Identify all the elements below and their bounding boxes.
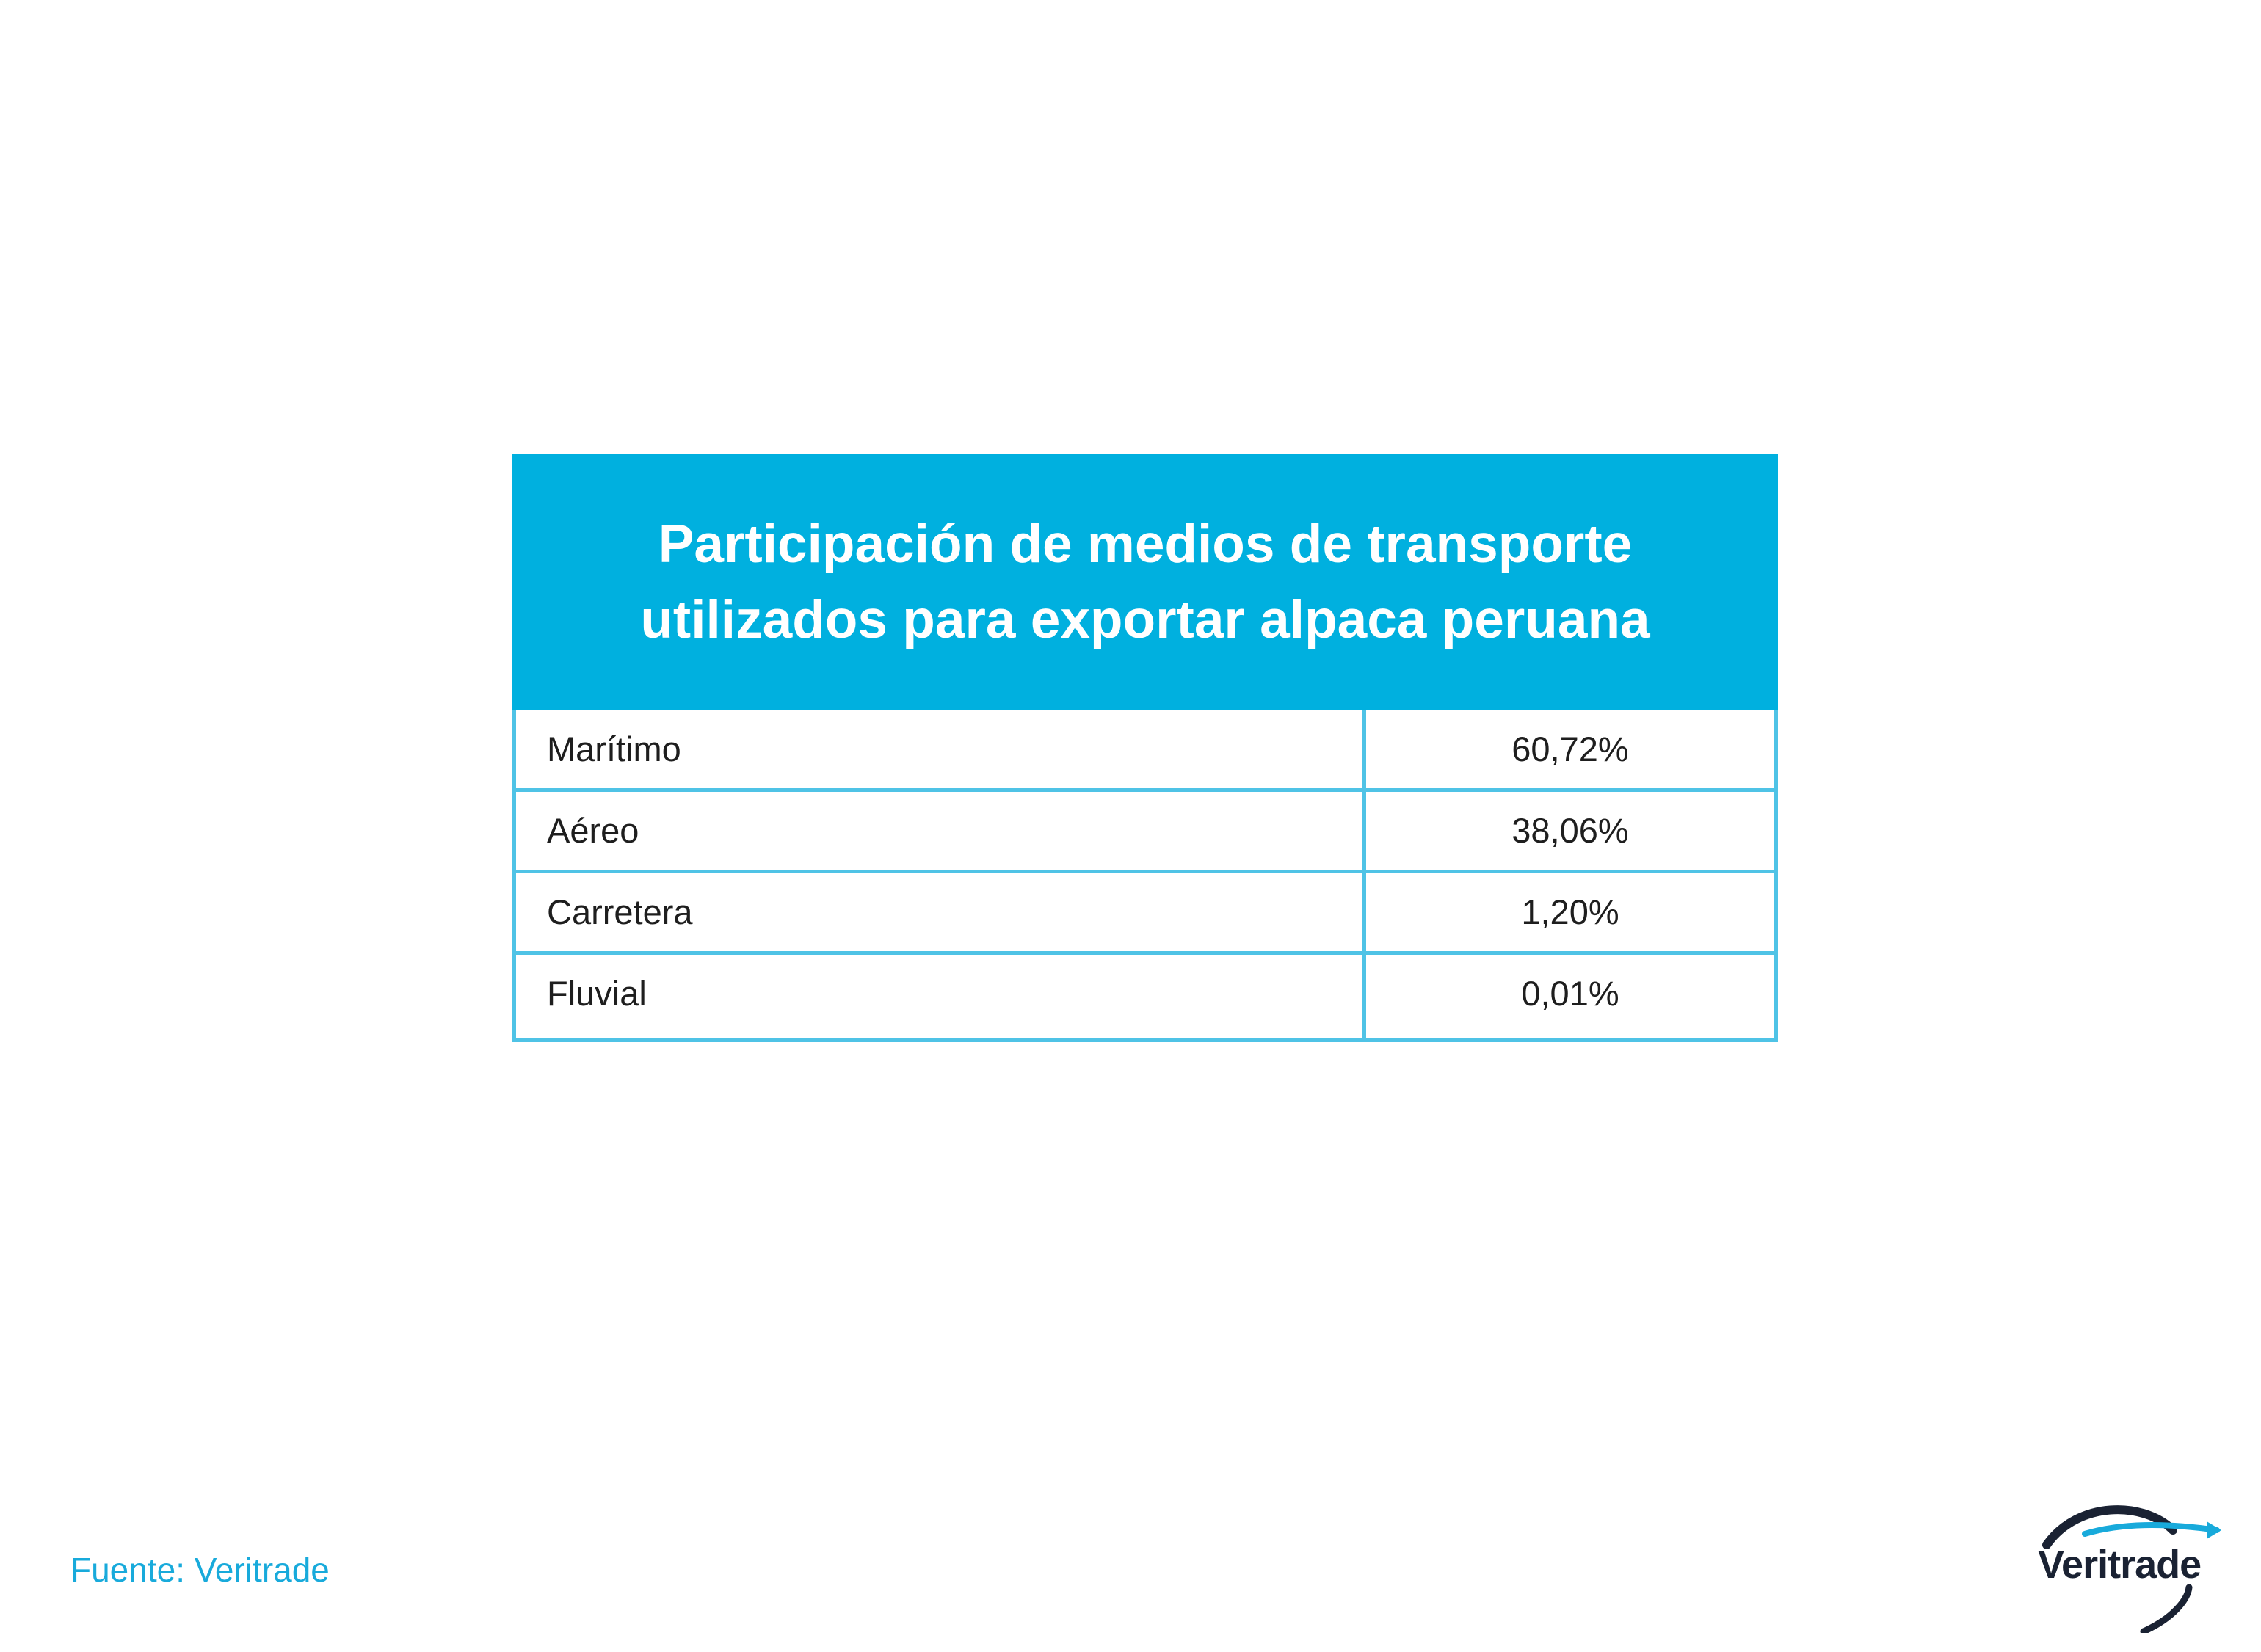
table-row: Marítimo 60,72% <box>516 710 1774 792</box>
column-divider <box>1362 710 1366 1038</box>
row-value: 0,01% <box>1521 974 1619 1013</box>
veritrade-logo: Veritrade <box>2033 1501 2232 1633</box>
logo-text: Veritrade <box>2038 1543 2202 1587</box>
table-header: Participación de medios de transporte ut… <box>512 454 1778 710</box>
table-row: Carretera 1,20% <box>516 873 1774 955</box>
transport-share-table: Participación de medios de transporte ut… <box>512 454 1778 1042</box>
row-label: Marítimo <box>547 729 681 768</box>
row-label: Carretera <box>547 892 693 931</box>
row-label: Aéreo <box>547 811 639 850</box>
veritrade-swoosh-icon <box>2042 1505 2221 1633</box>
table-row: Aéreo 38,06% <box>516 792 1774 873</box>
row-label: Fluvial <box>547 974 647 1013</box>
row-value: 60,72% <box>1511 729 1629 768</box>
table-title: Participación de medios de transporte ut… <box>640 514 1650 649</box>
source-note: Fuente: Veritrade <box>70 1551 330 1589</box>
table-row: Fluvial 0,01% <box>516 955 1774 1036</box>
table-body: Marítimo 60,72% Aéreo 38,06% Carretera 1… <box>512 710 1778 1042</box>
row-value: 38,06% <box>1511 811 1629 850</box>
row-value: 1,20% <box>1521 892 1619 931</box>
